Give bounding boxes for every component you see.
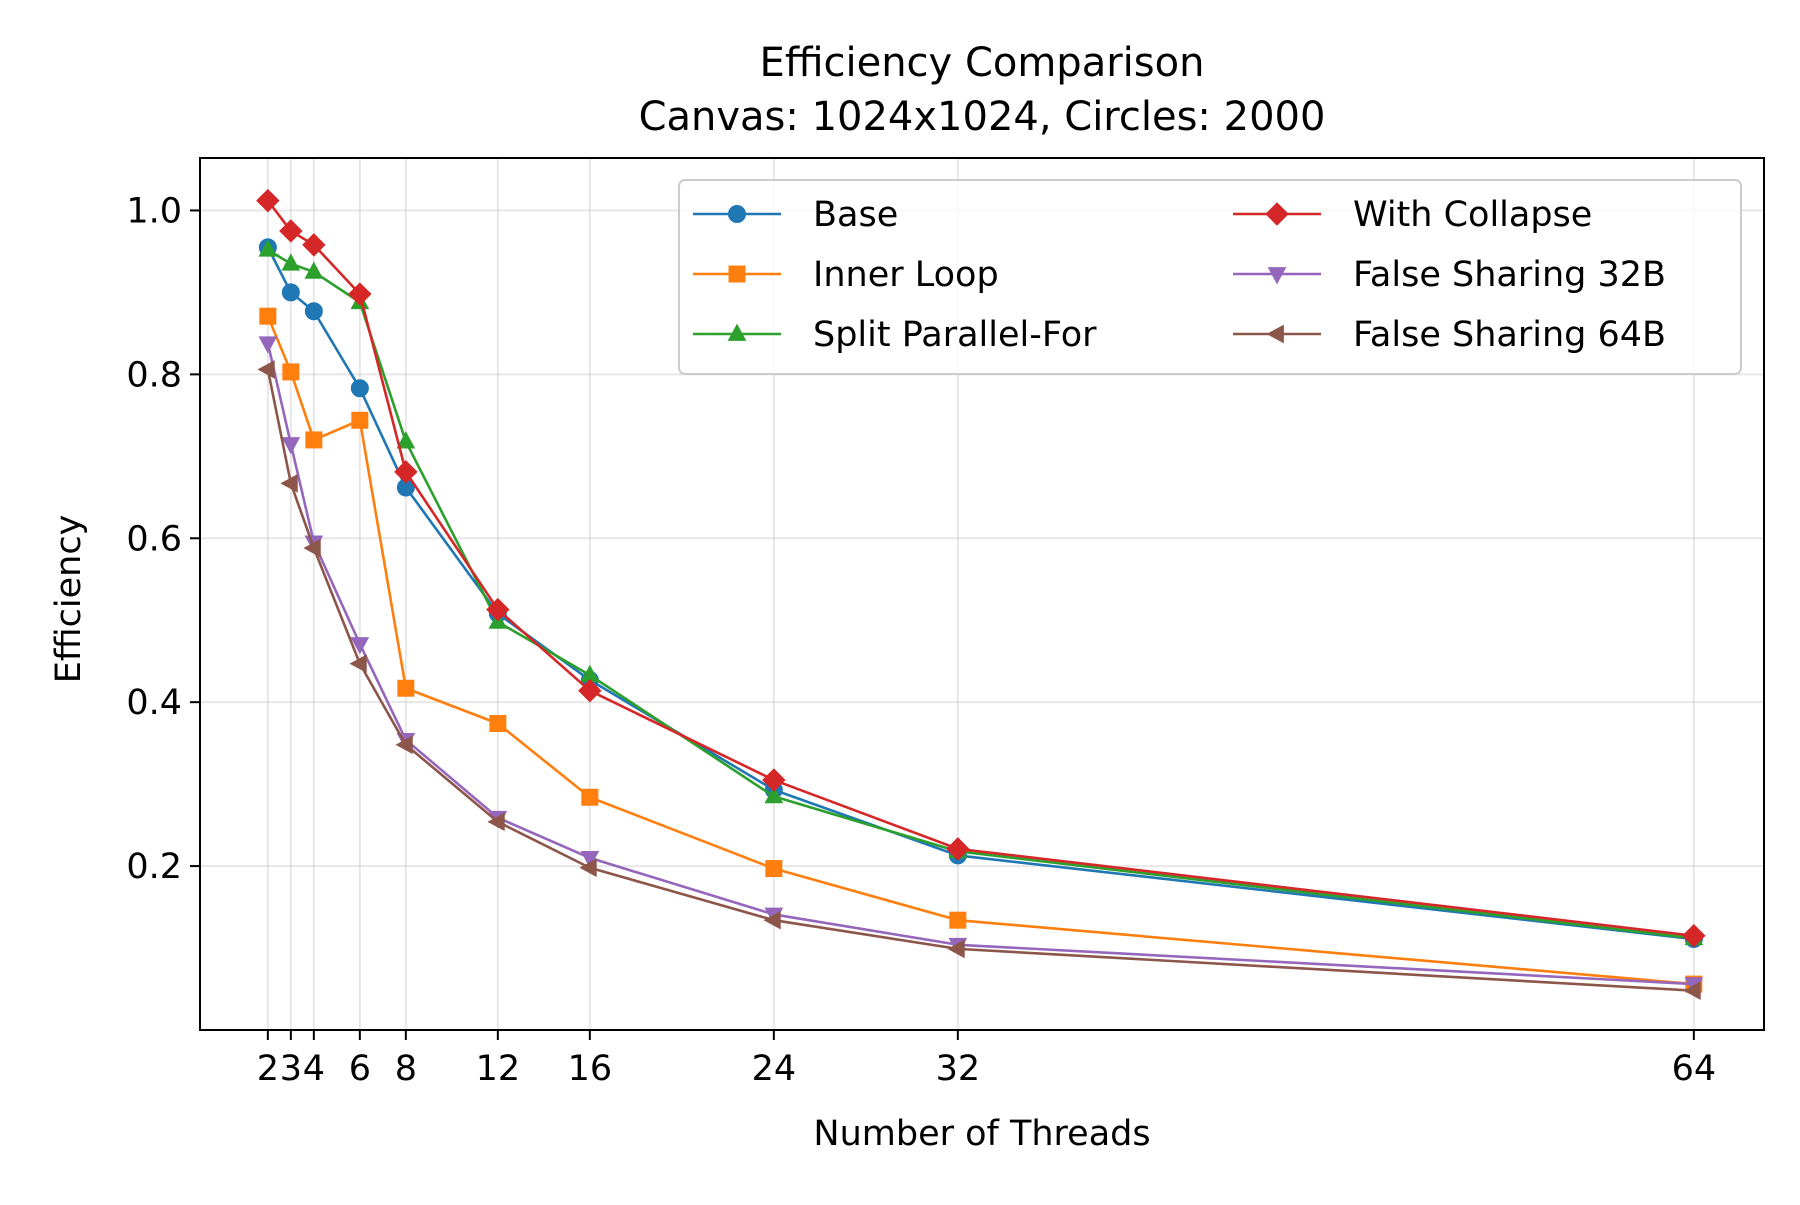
chart-subtitle: Canvas: 1024x1024, Circles: 2000	[639, 94, 1326, 140]
series-line-split-parallel-for	[267, 248, 1695, 940]
data-point-split-parallel-for	[281, 253, 301, 271]
data-point-with-collapse	[348, 282, 372, 306]
series-line-with-collapse	[266, 199, 1695, 938]
data-point-inner-loop	[949, 911, 967, 929]
data-point-with-collapse	[762, 768, 786, 792]
legend-item-with-collapse: With Collapse	[1233, 195, 1592, 235]
data-point-inner-loop	[305, 431, 323, 449]
y-tick-label: 0.8	[126, 355, 182, 395]
data-point-false-sharing-64b	[303, 538, 321, 558]
x-tick-label: 4	[303, 1049, 325, 1089]
data-point-with-collapse	[279, 219, 303, 243]
legend-label: With Collapse	[1353, 195, 1592, 235]
series-line-false-sharing-32b	[266, 342, 1694, 986]
legend-label: Inner Loop	[813, 255, 999, 295]
x-tick-label: 12	[476, 1049, 521, 1089]
data-point-split-parallel-for	[396, 431, 416, 449]
data-point-split-parallel-for	[764, 786, 784, 804]
legend-box	[678, 179, 1742, 375]
y-tick-label: 0.2	[126, 847, 182, 887]
data-point-base	[350, 379, 369, 398]
data-point-false-sharing-32b	[281, 437, 301, 455]
data-point-inner-loop	[765, 860, 783, 878]
y-tick-label: 1.0	[126, 191, 182, 231]
data-point-with-collapse	[1682, 924, 1706, 948]
legend-marker-inner-loop	[728, 265, 746, 283]
data-point-with-collapse	[256, 188, 280, 213]
data-point-with-collapse	[578, 678, 602, 703]
axis-ticks: 2 3 4 6 8 12 16 24 32 64 0.2 0.4 0.6 0.8 1.0	[126, 191, 1716, 1089]
x-tick-label: 2	[257, 1049, 279, 1089]
legend-label: False Sharing 64B	[1353, 315, 1666, 355]
x-tick-label: 64	[1672, 1049, 1717, 1089]
data-point-false-sharing-32b	[350, 637, 370, 655]
chart-title: Efficiency Comparison	[760, 40, 1205, 86]
data-point-false-sharing-64b	[257, 360, 275, 379]
data-point-with-collapse	[486, 597, 510, 622]
data-point-base	[281, 283, 300, 302]
data-point-inner-loop	[259, 307, 277, 325]
legend-marker-false-sharing-64b	[1266, 324, 1284, 344]
series-inner-loop	[259, 307, 1703, 993]
data-point-false-sharing-64b	[579, 858, 597, 878]
data-point-with-collapse	[394, 460, 418, 484]
data-point-false-sharing-64b	[487, 812, 505, 832]
series-line-false-sharing-64b	[266, 369, 1694, 992]
y-tick-label: 0.6	[126, 519, 182, 559]
data-point-base	[304, 302, 323, 321]
plot-series	[256, 188, 1706, 1001]
series-line-inner-loop	[266, 315, 1694, 986]
data-point-inner-loop	[581, 788, 599, 806]
data-point-false-sharing-64b	[1683, 981, 1701, 1001]
legend-item-base: Base	[693, 195, 898, 235]
data-point-inner-loop	[489, 714, 507, 732]
legend: Base Inner Loop Split Parallel-For With Col…	[678, 179, 1742, 375]
data-point-with-collapse	[946, 837, 970, 861]
x-tick-label: 32	[936, 1049, 981, 1089]
legend-item-inner-loop: Inner Loop	[693, 255, 999, 295]
data-point-inner-loop	[397, 679, 415, 697]
legend-marker-split-parallel-for	[727, 323, 747, 341]
x-axis-label: Number of Threads	[813, 1114, 1150, 1154]
y-tick-label: 0.4	[126, 683, 182, 723]
data-point-false-sharing-32b	[580, 851, 600, 869]
data-point-false-sharing-64b	[280, 474, 298, 493]
data-point-false-sharing-64b	[395, 735, 413, 755]
legend-marker-with-collapse	[1265, 202, 1289, 226]
plot-frame	[199, 157, 1765, 1031]
series-false-sharing-64b	[257, 360, 1701, 1001]
data-point-inner-loop	[282, 363, 300, 381]
series-with-collapse	[256, 188, 1706, 948]
legend-label: False Sharing 32B	[1353, 255, 1666, 295]
legend-item-split-parallel-for: Split Parallel-For	[693, 315, 1097, 355]
legend-marker-base	[728, 205, 746, 223]
legend-label: Base	[813, 195, 898, 235]
data-point-inner-loop	[351, 411, 369, 429]
series-false-sharing-32b	[258, 336, 1704, 995]
data-point-split-parallel-for	[304, 261, 324, 279]
legend-label: Split Parallel-For	[813, 315, 1097, 355]
legend-item-false-sharing-64b: False Sharing 64B	[1233, 315, 1666, 355]
data-point-false-sharing-64b	[947, 939, 965, 959]
x-tick-label: 6	[349, 1049, 371, 1089]
data-point-split-parallel-for	[258, 239, 278, 257]
y-axis-label: Efficiency	[49, 515, 89, 684]
x-tick-label: 8	[395, 1049, 417, 1089]
x-tick-label: 24	[752, 1049, 797, 1089]
data-point-false-sharing-32b	[258, 336, 278, 354]
data-point-false-sharing-64b	[349, 654, 367, 674]
data-point-with-collapse	[302, 233, 326, 257]
x-tick-label: 16	[568, 1049, 613, 1089]
legend-marker-false-sharing-32b	[1267, 267, 1287, 285]
x-tick-label: 3	[280, 1049, 302, 1089]
legend-item-false-sharing-32b: False Sharing 32B	[1233, 255, 1666, 295]
data-point-false-sharing-64b	[763, 910, 781, 930]
